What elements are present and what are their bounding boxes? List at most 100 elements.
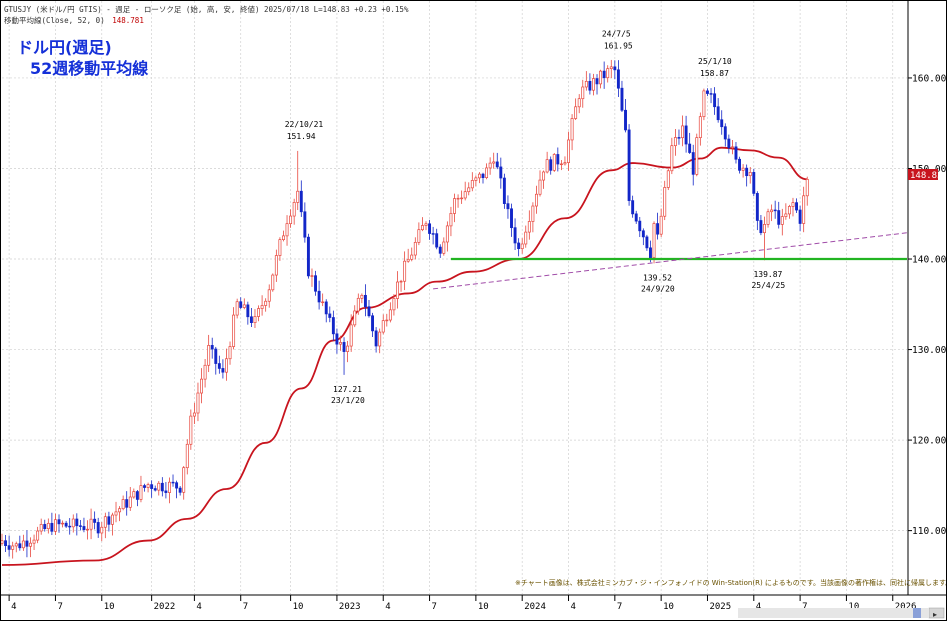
extreme-date-label: 23/1/20 [331, 396, 365, 405]
candle-down [175, 480, 179, 499]
candle-body [449, 213, 453, 227]
x-tick-label: 4 [11, 602, 16, 612]
candle-body [520, 243, 524, 250]
candle-down [499, 157, 503, 189]
candle-body [93, 518, 97, 523]
candle-down [709, 88, 713, 104]
candle-body [168, 481, 171, 493]
candle-up [260, 295, 264, 316]
candle-up [257, 305, 260, 322]
candle-body [527, 221, 531, 233]
candle-body [467, 187, 471, 193]
candle-body [367, 306, 371, 317]
candle-body [285, 223, 289, 237]
candle-body [556, 154, 560, 165]
candle-body [235, 301, 239, 316]
candle-down [759, 214, 763, 236]
candlestick-series [1, 59, 809, 559]
extreme-annotation: 24/7/5 161.95 [602, 29, 633, 50]
candle-up [460, 190, 464, 204]
candle-up [584, 71, 588, 91]
candle-body [734, 146, 738, 160]
candle-body [363, 294, 367, 308]
copyright-note: ※チャート画像は、株式会社ミンカブ・ジ・インフォノイドの Win-Station… [515, 578, 946, 587]
candle-up [791, 197, 795, 217]
candle-down [752, 168, 756, 197]
candle-body [260, 305, 264, 309]
candle-body [257, 308, 260, 317]
candle-body [499, 166, 503, 179]
candle-up [182, 466, 186, 500]
x-tick-label: 7 [432, 602, 437, 612]
candle-body [139, 485, 143, 500]
candle-body [207, 345, 211, 366]
candle-body [716, 106, 720, 121]
candle-up [449, 206, 453, 237]
candle-body [21, 540, 25, 549]
candle-body [424, 223, 428, 226]
candle-body [442, 241, 446, 254]
candle-up [296, 150, 300, 211]
candle-up [360, 293, 364, 304]
last-price-tag [908, 169, 938, 180]
candle-body [356, 297, 360, 312]
candle-body [328, 313, 332, 318]
candle-up [71, 514, 75, 533]
scrollbar-arrow-right[interactable] [928, 607, 945, 619]
extreme-annotation: 127.21 23/1/20 [331, 385, 365, 405]
candle-down [517, 238, 521, 257]
candle-up [456, 194, 460, 208]
candle-up [253, 309, 257, 328]
candle-body [160, 482, 164, 492]
chart-title-line2: 52週移動平均線 [30, 59, 148, 78]
candle-body [189, 415, 193, 445]
x-tick-label: 7 [243, 602, 248, 612]
candle-down [435, 228, 439, 250]
candle-body [135, 491, 139, 500]
candle-up [267, 284, 271, 308]
candle-up [1, 533, 4, 546]
x-tick-label: 10 [293, 602, 304, 612]
candle-down [78, 520, 82, 531]
candle-body [53, 519, 57, 532]
candle-body [531, 205, 535, 222]
candle-body [574, 106, 578, 119]
candle-down [431, 226, 435, 245]
candle-up [730, 139, 734, 155]
candle-up [285, 215, 289, 246]
candle-body [727, 138, 731, 149]
extreme-annotation: 139.87 25/4/25 [751, 270, 785, 290]
candle-body [445, 225, 449, 243]
candle-down [738, 156, 741, 174]
candle-body [57, 519, 61, 525]
candle-up [271, 273, 275, 292]
candle-up [702, 88, 706, 121]
candle-up [559, 160, 563, 171]
annotation-layer: 22/10/21 151.94 127.21 23/1/20 24/7/5 161.95 1… [285, 29, 786, 405]
y-tick-label: 110.00 [912, 526, 946, 537]
candle-down [588, 73, 592, 95]
candle-body [46, 522, 50, 530]
candle-up [467, 182, 471, 196]
candle-up [11, 541, 15, 559]
candle-down [495, 152, 499, 170]
candle-body [396, 281, 399, 299]
candle-body [805, 179, 809, 197]
candle-up [39, 518, 43, 535]
scrollbar-thumb[interactable] [913, 608, 921, 618]
candle-down [777, 201, 781, 229]
candle-body [374, 330, 378, 347]
scrollbar-track[interactable] [738, 608, 928, 618]
candle-down [798, 205, 802, 232]
candle-body [100, 526, 104, 534]
extreme-value-label: 139.52 [643, 273, 672, 282]
candle-body [349, 324, 353, 347]
candle-body [331, 317, 335, 335]
y-tick-label: 120.00 [912, 436, 946, 447]
candle-up [652, 221, 656, 264]
candle-body [132, 491, 136, 498]
candle-body [385, 319, 389, 322]
candle-up [225, 348, 228, 381]
